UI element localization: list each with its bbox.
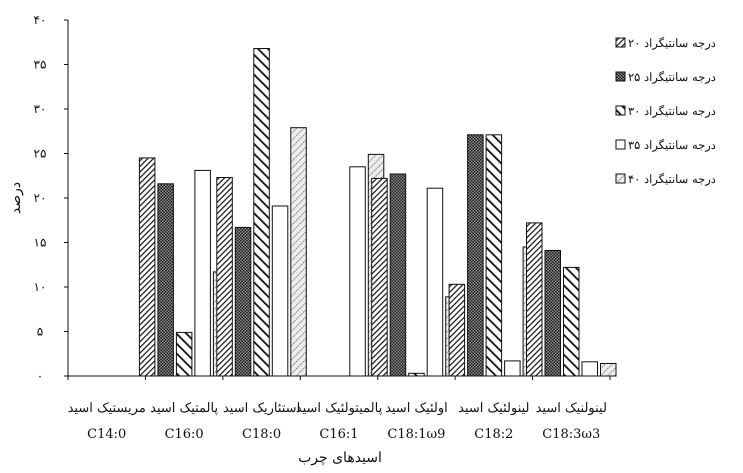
legend-swatch [615,37,626,48]
bar-2-4 [194,169,211,377]
legend-swatch [615,71,626,82]
x-category-name: پالمیتولئیک اسید [296,401,383,416]
x-category-code: C16:1 [319,427,358,442]
bar-3-1 [216,177,233,377]
x-category-name: پالمتیک اسید [150,401,218,416]
legend-label: درجه سانتیگراد ۲۰ [628,36,716,50]
bar-5-2 [389,173,407,377]
bar-2-2 [157,183,174,377]
x-category-name: استئاریک اسید [223,401,300,416]
legend-label: درجه سانتیگراد ۳۰ [628,104,716,118]
bar-7-4 [581,361,598,377]
bar-5-4 [426,187,444,377]
y-tick-label: ۵ [37,325,43,339]
y-tick-label: ۲۵ [34,147,47,161]
legend-swatch [615,139,626,150]
y-tick-label: ۲۰ [34,191,47,205]
bar-5-1 [371,177,388,377]
bar-2-3 [175,331,193,377]
y-tick-label: ۱۰ [34,280,47,294]
bar-4-4 [349,166,366,377]
y-axis-title: درصد [8,182,24,214]
legend: درجه سانتیگراد ۲۰ درجه سانتیگراد ۲۵ درجه س… [615,36,716,186]
bar-6-1 [448,283,466,377]
x-category-code: C18:3ω3 [542,427,600,442]
legend-swatch [615,173,626,184]
legend-label: درجه سانتیگراد ۳۵ [628,138,716,152]
x-category-name: لینولئیک اسید [458,401,529,416]
bar-7-3 [563,266,580,377]
labels-layer: ۰ ۵ ۱۰ ۱۵ ۲۰ ۲۵ ۳۰ ۳۵ ۴۰ مریستیک اسید C14:0 پالمتیک… [8,13,607,466]
legend-label: درجه سانتیگراد ۲۵ [628,70,716,84]
y-tick-label: ۱۵ [34,236,47,250]
y-tick-label: ۳۵ [34,58,47,72]
bar-6-2 [467,134,484,377]
bar-3-2 [234,226,252,377]
bar-7-2 [544,250,561,377]
legend-label: درجه سانتیگراد ۴۰ [628,172,716,186]
y-tick-label: ۴۰ [34,13,47,27]
axes-layer [64,19,611,380]
y-tick-label: ۳۰ [34,102,47,116]
bar-7-1 [526,222,543,377]
x-category-name: اولئیک اسید [385,401,448,416]
x-category-code: C16:0 [165,427,204,442]
bar-6-4 [504,360,521,377]
x-category-code: C18:2 [474,427,513,442]
legend-swatch [615,105,626,116]
bar-3-4 [271,205,289,377]
bar-3-5 [290,127,307,377]
bar-7-5 [600,363,617,377]
x-category-code: C18:1ω9 [387,427,445,442]
x-category-name: مریستیک اسید [68,401,146,416]
bars-layer [138,48,617,377]
x-axis-title: اسیدهای چرب [298,450,382,466]
bar-6-3 [485,134,503,377]
bar-3-3 [253,48,270,377]
x-category-code: C18:0 [242,427,281,442]
y-tick-label: ۰ [37,369,43,383]
x-category-code: C14:0 [87,427,126,442]
x-category-name: لینولنیک اسید [536,401,607,416]
bar-2-1 [138,157,156,377]
